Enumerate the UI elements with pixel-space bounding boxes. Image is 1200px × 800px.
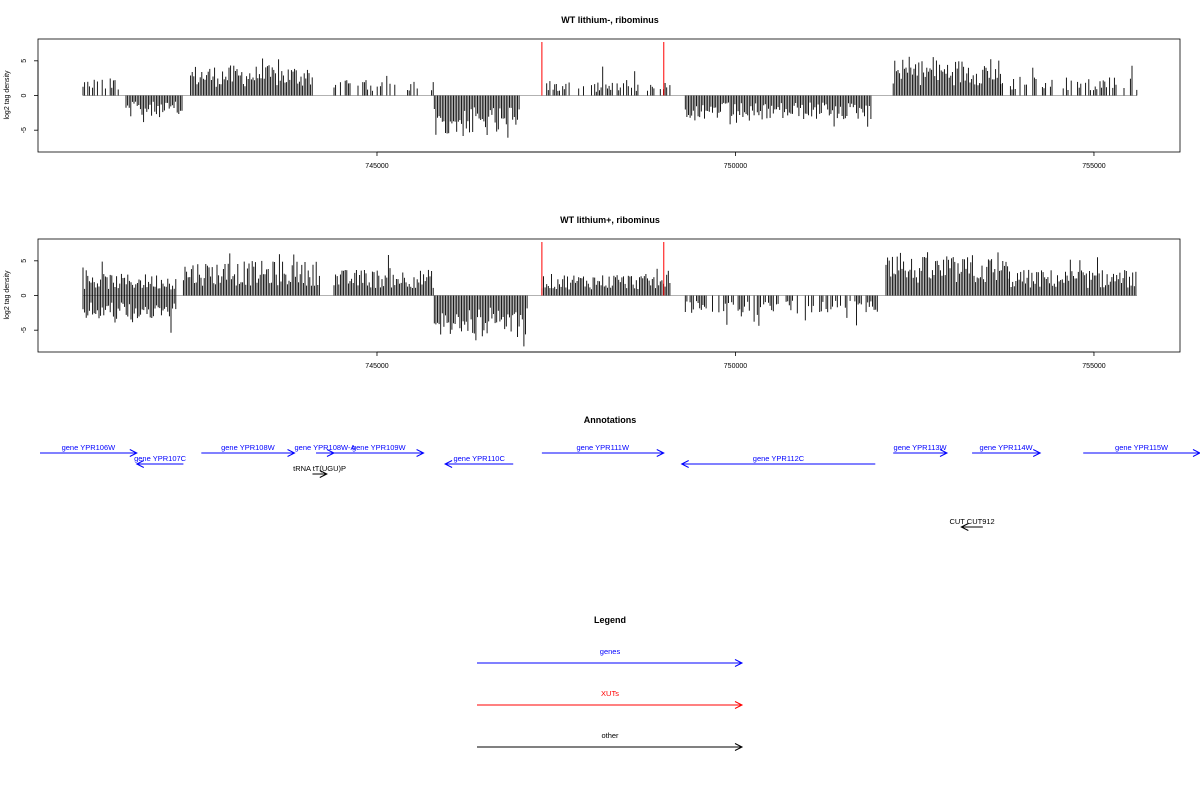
- legend-label: other: [601, 731, 619, 740]
- annotation-label: gene YPR108W-A: [294, 443, 355, 452]
- legend-item: other: [477, 731, 744, 751]
- x-tick-label: 745000: [365, 363, 388, 370]
- track-panel-lithium-plus: WT lithium+, ribominus -5 0 5 745000 750000…: [4, 215, 1181, 370]
- annotation-arrow: gene YPR108W-A: [294, 443, 356, 457]
- signal-bars: [82, 252, 1137, 347]
- legend-item: genes: [477, 647, 744, 667]
- annotation-label: CUT CUT912: [949, 517, 994, 526]
- x-axis: 745000 750000 755000: [365, 151, 1106, 170]
- track-title-lithium-minus: WT lithium-, ribominus: [561, 15, 659, 25]
- legend-label: genes: [600, 647, 621, 656]
- legend-items: genes XUTs other: [477, 647, 744, 751]
- annotation-arrow: gene YPR113W: [893, 443, 949, 457]
- annotation-label: gene YPR111W: [577, 443, 630, 452]
- annotation-label: gene YPR107C: [134, 454, 187, 463]
- annotation-arrow: gene YPR115W: [1083, 443, 1200, 457]
- x-tick-label: 755000: [1082, 163, 1105, 170]
- y-tick-label: 0: [21, 93, 28, 97]
- track-panel-lithium-minus: WT lithium-, ribominus -5 0 5 745000 750000…: [4, 15, 1181, 170]
- annotation-label: gene YPR114W: [980, 443, 1034, 452]
- x-tick-label: 745000: [365, 163, 388, 170]
- y-tick-label: 5: [21, 59, 28, 63]
- y-tick-label: -5: [21, 327, 28, 333]
- y-axis-label: log2 tag density: [4, 270, 11, 320]
- annotation-label: gene YPR112C: [753, 454, 805, 463]
- xut-markers: [541, 242, 665, 296]
- x-tick-label: 755000: [1082, 363, 1105, 370]
- legend: Legend genes XUTs other: [477, 615, 744, 751]
- annotation-arrow: gene YPR112C: [680, 454, 876, 468]
- annotation-arrow: CUT CUT912: [949, 517, 995, 531]
- legend-label: XUTs: [601, 689, 619, 698]
- annotation-arrow: tRNA tT(UGU)P: [293, 464, 346, 478]
- annotation-label: gene YPR108W: [221, 443, 276, 452]
- annotation-arrow: gene YPR108W: [201, 443, 296, 457]
- annotation-arrow: gene YPR107C: [134, 454, 187, 468]
- x-tick-label: 750000: [724, 163, 747, 170]
- y-tick-label: 5: [21, 259, 28, 263]
- y-tick-label: 0: [21, 293, 28, 297]
- signal-bars: [82, 56, 1138, 138]
- annotation-features: gene YPR106W gene YPR107C gene YPR108W gene…: [40, 443, 1200, 531]
- x-axis: 745000 750000 755000: [365, 351, 1106, 370]
- annotation-arrow: gene YPR106W: [40, 443, 138, 457]
- legend-item: XUTs: [477, 689, 744, 709]
- xut-markers: [541, 42, 665, 96]
- annotation-arrow: gene YPR109W: [333, 443, 425, 457]
- legend-title: Legend: [594, 615, 626, 625]
- annotation-arrow: gene YPR114W: [972, 443, 1042, 457]
- annotation-arrow: gene YPR111W: [541, 443, 665, 457]
- annotation-label: gene YPR106W: [62, 443, 117, 452]
- annotations-title: Annotations: [584, 415, 637, 425]
- annotation-label: gene YPR110C: [453, 454, 505, 463]
- y-axis: -5 0 5: [21, 59, 39, 133]
- track-title-lithium-plus: WT lithium+, ribominus: [560, 215, 660, 225]
- x-tick-label: 750000: [724, 363, 747, 370]
- y-tick-label: -5: [21, 127, 28, 133]
- y-axis: -5 0 5: [21, 259, 39, 333]
- annotation-label: gene YPR109W: [352, 443, 407, 452]
- annotation-label: tRNA tT(UGU)P: [293, 464, 346, 473]
- y-axis-label: log2 tag density: [4, 70, 11, 120]
- annotation-arrow: gene YPR110C: [443, 454, 514, 468]
- annotation-label: gene YPR115W: [1115, 443, 1169, 452]
- annotation-label: gene YPR113W: [894, 443, 948, 452]
